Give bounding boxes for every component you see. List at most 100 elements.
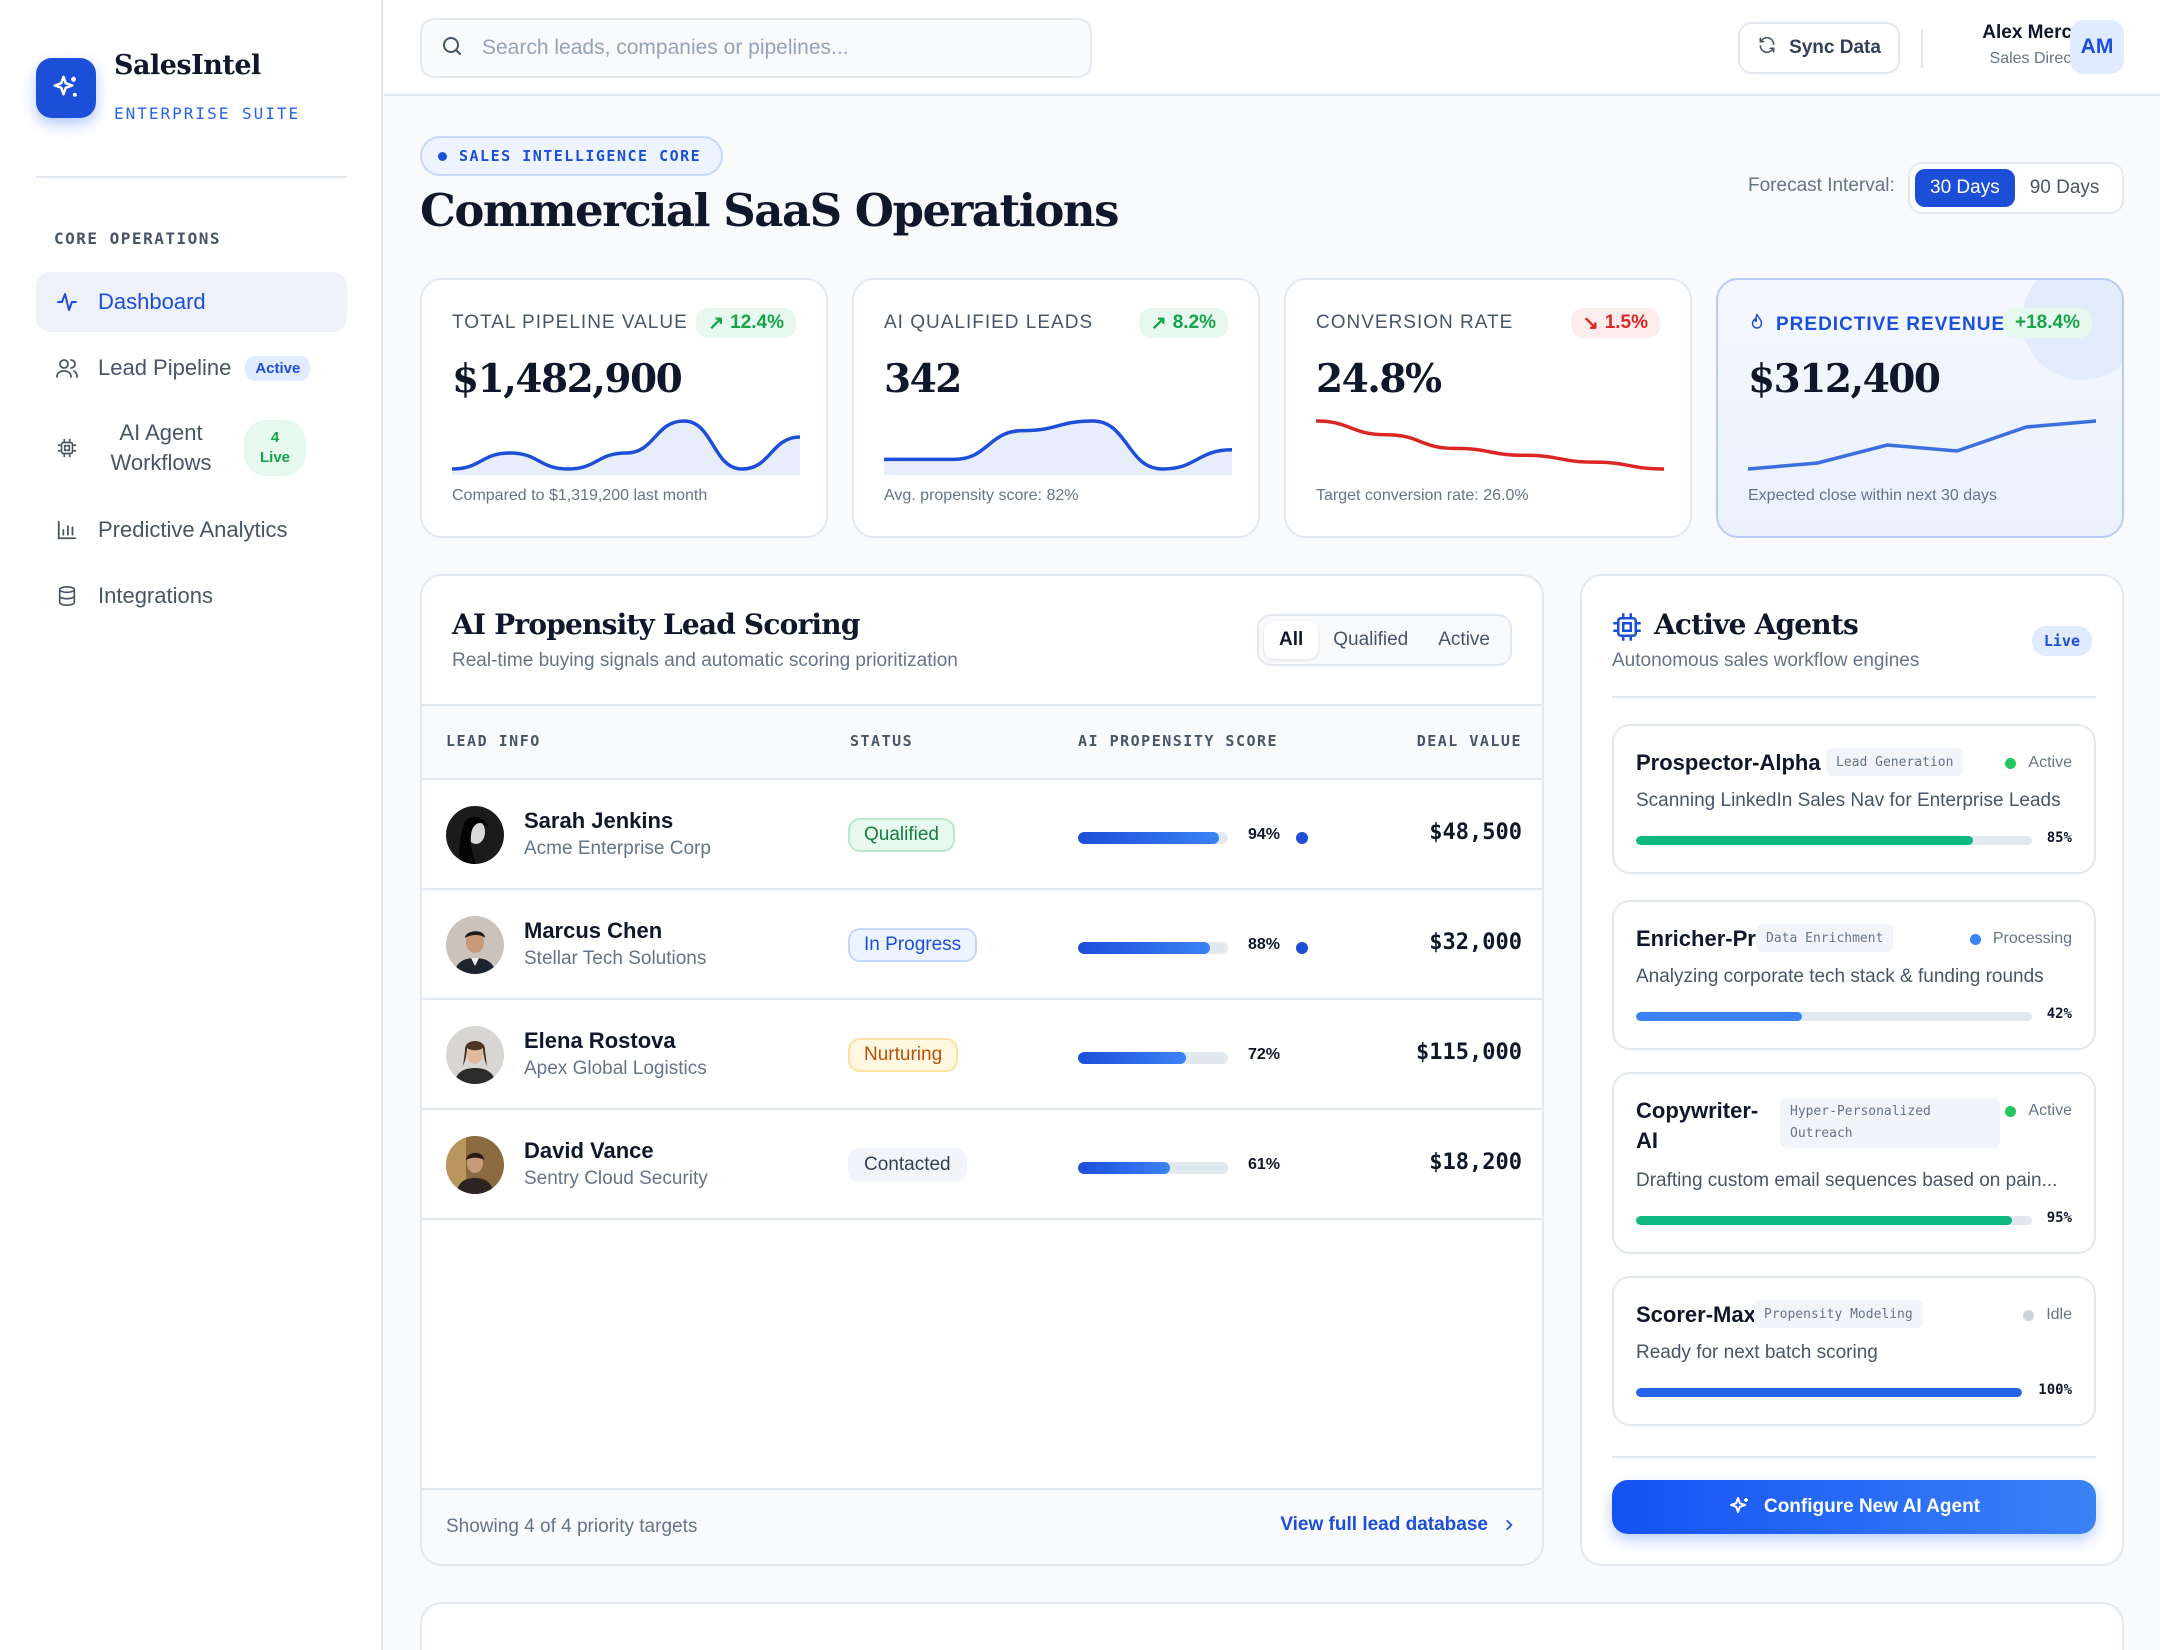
score-bar-fill (1078, 1162, 1170, 1174)
agent-card-prospector-alpha[interactable]: Prospector-Alpha Lead Generation Active … (1612, 724, 2096, 874)
kpi-footnote: Compared to $1,319,200 last month (452, 487, 708, 504)
avatar (446, 806, 504, 864)
user-name: Alex Mercer (1982, 22, 2090, 43)
agent-card-scorer-max[interactable]: Scorer-Max Propensity Modeling Idle Read… (1612, 1276, 2096, 1426)
status-dot (1969, 933, 1981, 945)
agent-progress-value: 95% (2046, 1210, 2072, 1226)
kpi-label: AI QUALIFIED LEADS (884, 312, 1094, 333)
bottom-panel (420, 1602, 2124, 1650)
avatar (446, 916, 504, 974)
view-full-lead-database-link[interactable]: View full lead database (1280, 1514, 1516, 1536)
lead-scoring-panel: AI Propensity Lead Scoring Real-time buy… (420, 574, 1544, 1566)
panel-subtitle: Real-time buying signals and automatic s… (452, 650, 958, 671)
avatar (446, 1136, 504, 1194)
score-bar (1078, 942, 1228, 954)
agent-progress-bar (1636, 1388, 2022, 1397)
sync-data-label: Sync Data (1789, 37, 1881, 58)
column-header-lead-info[interactable]: LEAD INFO (446, 732, 541, 750)
activity-icon (54, 289, 80, 315)
agent-status-label: Processing (1992, 930, 2072, 947)
sidebar-item-label: AI Agent Workflows (110, 420, 212, 475)
user-role: Sales Director (1989, 50, 2090, 67)
search-input[interactable]: Search leads, companies or pipelines... (420, 18, 1092, 78)
kpi-delta-value: 1.5% (1604, 312, 1648, 333)
table-row[interactable]: David Vance Sentry Cloud Security Contac… (422, 1110, 1542, 1220)
section-tag: SALES INTELLIGENCE CORE (420, 136, 724, 176)
table-row[interactable]: Sarah Jenkins Acme Enterprise Corp Quali… (422, 780, 1542, 890)
sparkline-line (1316, 419, 1664, 471)
hot-lead-indicator (1296, 942, 1308, 954)
agent-progress-value: 85% (2046, 830, 2072, 846)
column-header-status[interactable]: STATUS (850, 732, 914, 750)
sidebar-item-predictive-analytics[interactable]: Predictive Analytics (36, 500, 347, 560)
trend-down-icon: ↘ (1582, 312, 1599, 334)
avatar (446, 1026, 504, 1084)
forecast-interval-label: Forecast Interval: (1748, 175, 1895, 196)
deal-value: $48,500 (1429, 820, 1522, 845)
forecast-option-30-days[interactable]: 30 Days (1915, 169, 2015, 207)
filter-tab-qualified[interactable]: Qualified (1333, 629, 1409, 650)
configure-new-agent-button[interactable]: Configure New AI Agent (1612, 1480, 2096, 1534)
kpi-card-conversion-rate[interactable]: CONVERSION RATE ↘ 1.5% 24.8% Target conve… (1284, 278, 1692, 538)
panel-divider (1612, 696, 2096, 698)
forecast-option-90-days[interactable]: 90 Days (2029, 177, 2100, 198)
kpi-delta-value: 8.2% (1172, 312, 1216, 333)
avatar[interactable]: AM (2070, 20, 2124, 74)
status-dot (2005, 1105, 2017, 1117)
kpi-delta-badge: +18.4% (2003, 308, 2092, 338)
sidebar-item-lead-pipeline[interactable]: Lead Pipeline Active (36, 338, 347, 398)
agent-tag: Hyper-Personalized Outreach (1780, 1098, 2000, 1148)
filter-tab-all[interactable]: All (1263, 621, 1319, 659)
topbar-divider (1921, 30, 1923, 68)
sidebar-item-ai-agent-workflows[interactable]: AI Agent Workflows 4 Live (36, 404, 347, 492)
kpi-card-ai-qualified-leads[interactable]: AI QUALIFIED LEADS ↗ 8.2% 342 Avg. propen… (852, 278, 1260, 538)
score-value: 61% (1248, 1156, 1281, 1173)
sidebar-item-integrations[interactable]: Integrations (36, 566, 347, 626)
kpi-footnote: Avg. propensity score: 82% (884, 487, 1079, 504)
trend-up-icon: ↗ (1150, 312, 1167, 334)
logo-sparkle-icon[interactable] (36, 58, 96, 118)
sparkline-line (884, 419, 1232, 471)
brand-subtitle: ENTERPRISE SUITE (114, 104, 301, 123)
agent-status-label: Active (2028, 1102, 2072, 1119)
agent-status: Processing (1969, 930, 2072, 948)
status-badge: Active (245, 355, 311, 381)
agent-description: Ready for next batch scoring (1636, 1342, 1878, 1363)
active-agents-panel: Active Agents Autonomous sales workflow … (1580, 574, 2124, 1566)
lead-company: Apex Global Logistics (524, 1058, 707, 1079)
agent-name: Copywriter-AI (1636, 1098, 1759, 1153)
agent-progress-value: 42% (2046, 1006, 2072, 1022)
sync-data-button[interactable]: Sync Data (1738, 22, 1900, 74)
status-dot (2005, 757, 2017, 769)
agent-status: Active (2005, 1102, 2072, 1120)
agent-progress-fill (1636, 1388, 2022, 1397)
sidebar-item-dashboard[interactable]: Dashboard (36, 272, 347, 332)
tag-dot (438, 151, 447, 161)
agent-card-copywriter-ai[interactable]: Copywriter-AI Hyper-Personalized Outreac… (1612, 1072, 2096, 1254)
table-row[interactable]: Marcus Chen Stellar Tech Solutions In Pr… (422, 890, 1542, 1000)
configure-button-label: Configure New AI Agent (1763, 1496, 1981, 1517)
section-tag-label: SALES INTELLIGENCE CORE (459, 147, 702, 165)
sidebar-item-label: Lead Pipeline (98, 355, 232, 380)
lead-company: Sentry Cloud Security (524, 1168, 708, 1189)
kpi-card-total-pipeline[interactable]: TOTAL PIPELINE VALUE ↗ 12.4% $1,482,900 C… (420, 278, 828, 538)
sidebar-item-label: Integrations (98, 583, 213, 608)
live-badge: Live (2031, 626, 2092, 656)
lead-company: Acme Enterprise Corp (524, 838, 711, 859)
column-header-deal-value[interactable]: DEAL VALUE (1416, 732, 1522, 750)
score-value: 88% (1248, 936, 1281, 953)
sidebar-section-label: CORE OPERATIONS (54, 229, 221, 248)
agent-description: Drafting custom email sequences based on… (1636, 1170, 2058, 1191)
kpi-delta-badge: ↘ 1.5% (1570, 308, 1660, 338)
filter-tab-active[interactable]: Active (1438, 629, 1490, 650)
status-badge: Nurturing (848, 1038, 959, 1072)
column-header-ai-score[interactable]: AI PROPENSITY SCORE (1078, 732, 1279, 750)
pagination-summary: Showing 4 of 4 priority targets (446, 1516, 698, 1537)
top-bar: Search leads, companies or pipelines... … (384, 0, 2160, 96)
kpi-sparkline (884, 419, 1232, 475)
lead-name: Marcus Chen (524, 918, 663, 943)
table-row[interactable]: Elena Rostova Apex Global Logistics Nurt… (422, 1000, 1542, 1110)
agent-card-enricher-pro[interactable]: Enricher-Pro Data Enrichment Processing … (1612, 900, 2096, 1050)
kpi-card-predictive-revenue[interactable]: PREDICTIVE REVENUE +18.4% $312,400 Expec… (1716, 278, 2124, 538)
